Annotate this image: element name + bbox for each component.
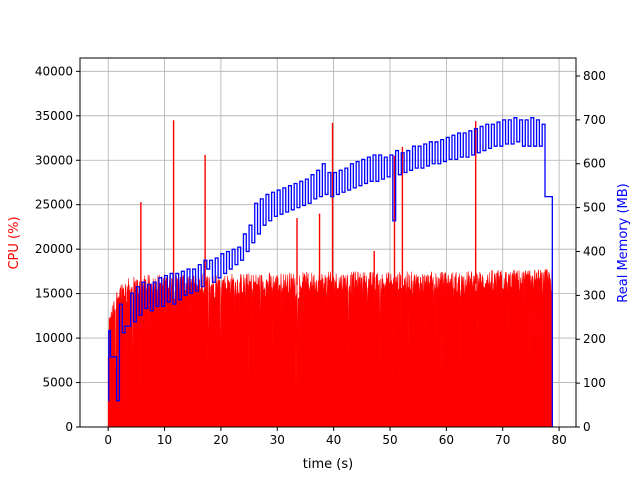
y-right-tick-label: 500	[583, 201, 606, 215]
y-left-tick-label: 30000	[35, 153, 73, 167]
y-left-tick-label: 15000	[35, 287, 73, 301]
y-right-tick-label: 700	[583, 113, 606, 127]
x-tick-label: 20	[213, 433, 228, 447]
cpu-area	[107, 269, 553, 428]
x-axis-label: time (s)	[303, 457, 353, 472]
y-axis-left-label: CPU (%)	[7, 216, 22, 269]
y-left-tick-label: 25000	[35, 198, 73, 212]
axes: 0 10 20 30 40 50 60 70 8005000100001500020000250…	[35, 57, 606, 447]
plot-frame	[79, 57, 577, 428]
y-left-tick-label: 35000	[35, 109, 73, 123]
x-tick-label: 40	[326, 433, 341, 447]
y-axis-right-label: Real Memory (MB)	[616, 183, 631, 302]
x-tick-label: 70	[495, 433, 510, 447]
x-tick-label: 60	[439, 433, 454, 447]
x-tick-label: 0	[104, 433, 112, 447]
x-tick-label: 80	[551, 433, 566, 447]
y-left-tick-label: 0	[65, 420, 73, 434]
y-left-tick-label: 10000	[35, 331, 73, 345]
x-tick-label: 30	[270, 433, 285, 447]
y-right-tick-label: 100	[583, 376, 606, 390]
y-right-tick-label: 200	[583, 332, 606, 346]
y-right-tick-label: 400	[583, 244, 606, 258]
y-right-tick-label: 600	[583, 157, 606, 171]
x-tick-label: 50	[382, 433, 397, 447]
y-left-tick-label: 40000	[35, 64, 73, 78]
x-tick-label: 10	[157, 433, 172, 447]
y-right-tick-label: 800	[583, 69, 606, 83]
y-left-tick-label: 5000	[42, 376, 73, 390]
memory-series	[108, 117, 553, 427]
memory-line	[108, 117, 553, 427]
y-right-tick-label: 300	[583, 288, 606, 302]
y-right-tick-label: 0	[583, 420, 591, 434]
axis-labels: time (s) CPU (%) Real Memory (MB)	[7, 183, 631, 472]
y-left-tick-label: 20000	[35, 242, 73, 256]
